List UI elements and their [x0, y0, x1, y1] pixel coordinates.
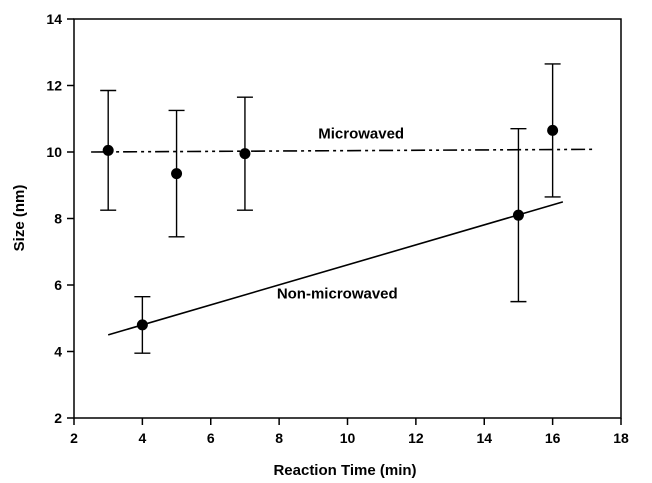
data-point-2 [171, 168, 183, 180]
fit-line-1 [107, 201, 564, 336]
data-points [102, 124, 559, 331]
y-tick-label-1: 4 [54, 344, 62, 360]
y-tick-label-6: 14 [46, 11, 62, 27]
x-axis-title: Reaction Time (min) [273, 462, 416, 479]
data-point-0 [102, 144, 114, 156]
annotation-0: Microwaved [318, 126, 404, 143]
y-tick-label-4: 10 [46, 144, 62, 160]
x-tick-label-4: 10 [340, 430, 356, 446]
y-tick-label-2: 6 [54, 277, 62, 293]
fit-line-0 [91, 148, 594, 153]
x-tick-label-5: 12 [408, 430, 424, 446]
y-tick-label-3: 8 [54, 211, 62, 227]
x-tick-label-6: 14 [476, 430, 492, 446]
fit-lines [91, 148, 594, 336]
data-point-5 [547, 124, 559, 136]
annotation-1: Non-microwaved [277, 285, 398, 302]
x-tick-label-7: 16 [545, 430, 561, 446]
plot-frame [73, 18, 622, 419]
axes: 2 4 6 8 10 12 14 16 18 2 4 6 8 10 12 14 [46, 11, 629, 446]
y-axis-title: Size (nm) [11, 185, 28, 252]
x-tick-label-2: 6 [207, 430, 215, 446]
error-bars [100, 63, 561, 354]
data-point-3 [239, 148, 251, 160]
x-tick-label-8: 18 [613, 430, 629, 446]
y-tick-label-0: 2 [54, 410, 62, 426]
x-tick-label-3: 8 [275, 430, 283, 446]
data-point-1 [136, 319, 148, 331]
x-tick-label-0: 2 [70, 430, 78, 446]
x-tick-label-1: 4 [138, 430, 146, 446]
annotations: Microwaved Non-microwaved [277, 126, 404, 303]
data-point-4 [512, 209, 524, 221]
y-tick-label-5: 12 [46, 78, 62, 94]
